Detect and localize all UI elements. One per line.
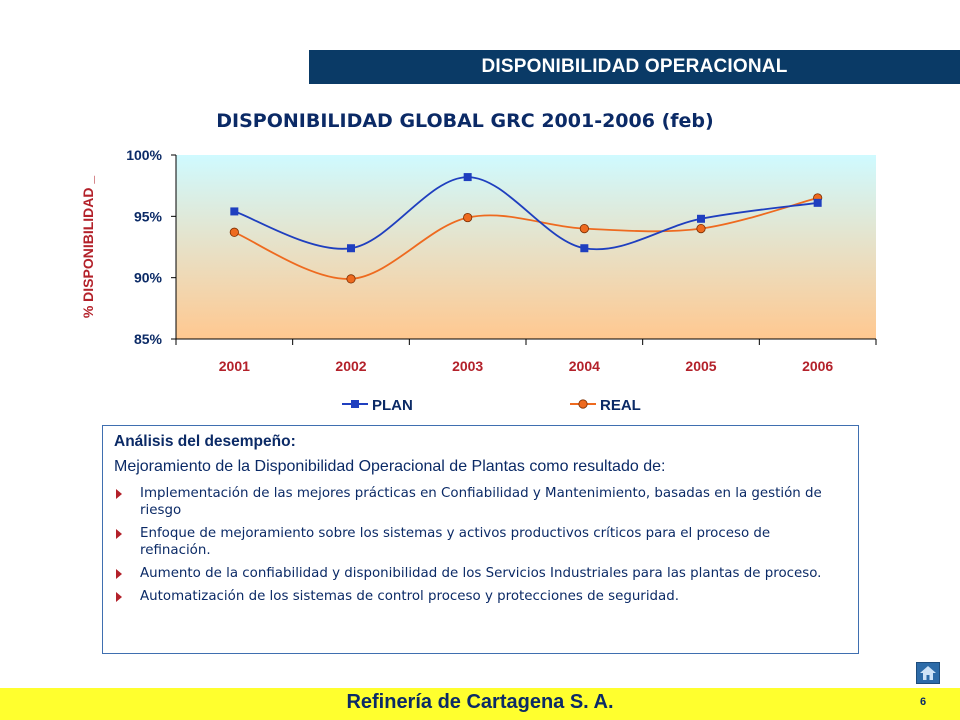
chart-title: DISPONIBILIDAD GLOBAL GRC 2001-2006 (feb… — [216, 110, 713, 132]
legend-marker-real — [578, 399, 588, 409]
page-number: 6 — [920, 696, 927, 708]
list-item-text: Implementación de las mejores prácticas … — [140, 486, 822, 518]
y-tick-label: 90% — [134, 270, 163, 286]
y-axis-label: % DISPONIBILIDAD _ — [80, 176, 96, 319]
list-item-text: Aumento de la confiabilidad y disponibil… — [140, 566, 822, 581]
data-point-real — [229, 227, 239, 237]
arrow-right-icon — [116, 592, 122, 602]
x-tick-label: 2002 — [335, 358, 366, 374]
footer-bar: Refinería de Cartagena S. A. 6 — [0, 688, 960, 720]
list-item: Implementación de las mejores prácticas … — [114, 485, 844, 519]
section-banner: DISPONIBILIDAD OPERACIONAL — [309, 50, 960, 84]
x-tick-label: 2003 — [452, 358, 483, 374]
legend-label-plan: PLAN — [372, 397, 413, 414]
data-point-plan — [580, 244, 589, 253]
x-tick-label: 2005 — [685, 358, 716, 374]
legend-label-real: REAL — [600, 397, 641, 414]
plot-area — [176, 155, 876, 339]
arrow-right-icon — [116, 569, 122, 579]
x-tick-label: 2004 — [569, 358, 600, 374]
analysis-lead: Mejoramiento de la Disponibilidad Operac… — [114, 458, 666, 475]
performance-analysis-box: Análisis del desempeño: Mejoramiento de … — [102, 425, 859, 654]
analysis-list: Implementación de las mejores prácticas … — [114, 485, 844, 605]
data-point-plan — [230, 207, 239, 216]
list-item-text: Automatización de los sistemas de contro… — [140, 589, 679, 604]
data-point-real — [346, 274, 356, 284]
availability-chart: DISPONIBILIDAD GLOBAL GRC 2001-2006 (feb… — [80, 110, 877, 414]
y-tick-label: 100% — [126, 147, 162, 163]
list-item: Enfoque de mejoramiento sobre los sistem… — [114, 525, 844, 559]
data-point-plan — [347, 244, 355, 253]
series-line-real — [233, 197, 818, 280]
x-tick-label: 2001 — [219, 358, 250, 374]
analysis-heading: Análisis del desempeño: — [114, 433, 296, 450]
list-item: Aumento de la confiabilidad y disponibil… — [114, 565, 844, 582]
list-item: Automatización de los sistemas de contro… — [114, 588, 844, 605]
legend-marker-plan — [351, 400, 359, 408]
data-point-plan — [697, 214, 705, 223]
data-point-real — [579, 224, 589, 234]
data-point-plan — [463, 173, 472, 182]
data-point-real — [696, 224, 706, 234]
arrow-right-icon — [116, 529, 122, 539]
list-item-text: Enfoque de mejoramiento sobre los sistem… — [140, 526, 771, 558]
data-point-real — [463, 212, 473, 223]
arrow-right-icon — [116, 489, 122, 499]
data-point-plan — [813, 198, 822, 207]
home-button[interactable] — [916, 662, 940, 684]
y-tick-label: 85% — [134, 331, 163, 347]
x-tick-label: 2006 — [802, 358, 833, 374]
company-name: Refinería de Cartagena S. A. — [346, 691, 614, 713]
home-icon — [920, 666, 936, 680]
y-tick-label: 95% — [134, 208, 163, 224]
